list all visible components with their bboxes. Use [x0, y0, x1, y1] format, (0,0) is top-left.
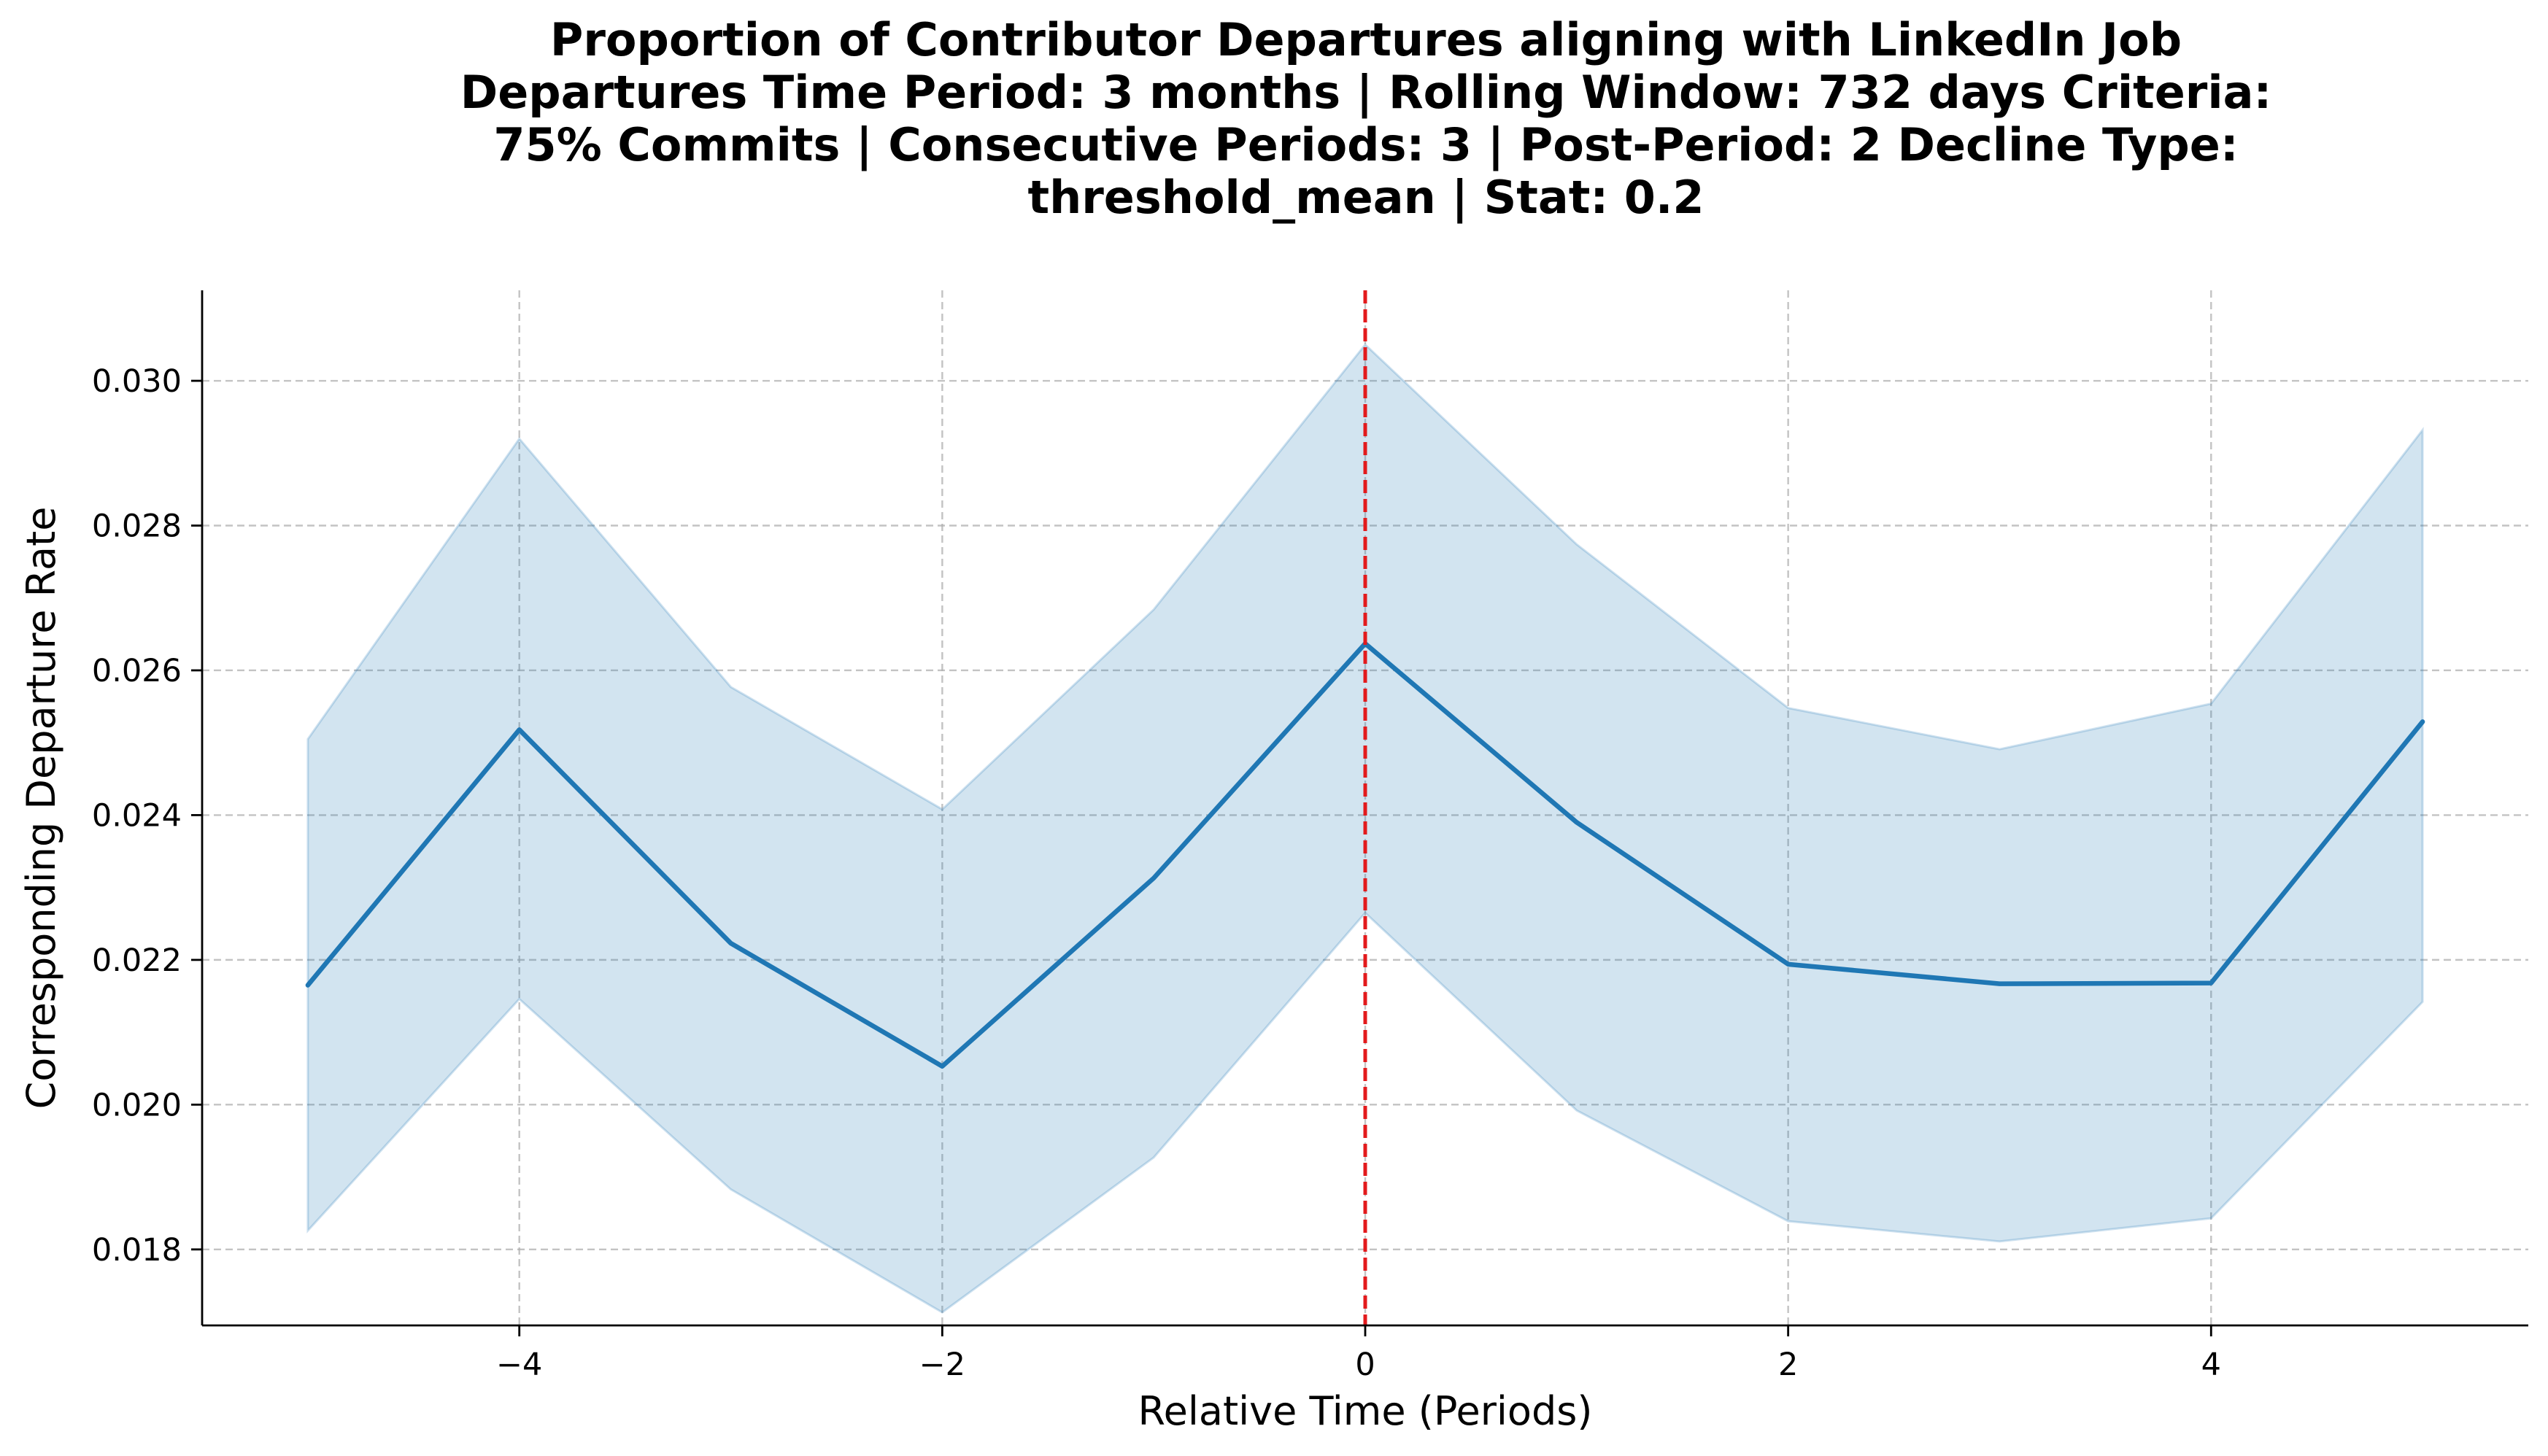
- x-tick-label: 4: [2201, 1347, 2221, 1383]
- y-axis-label: Corresponding Departure Rate: [18, 507, 64, 1110]
- title-line: 75% Commits | Consecutive Periods: 3 | P…: [493, 118, 2238, 172]
- x-tick-label: −2: [919, 1347, 965, 1383]
- y-tick-label: 0.022: [92, 942, 182, 979]
- x-tick-label: 2: [1778, 1347, 1798, 1383]
- title-line: Departures Time Period: 3 months | Rolli…: [460, 66, 2272, 120]
- x-tick-label: 0: [1355, 1347, 1375, 1383]
- y-tick-label: 0.026: [92, 653, 182, 689]
- x-tick-label: −4: [496, 1347, 542, 1383]
- y-tick-label: 0.028: [92, 508, 182, 545]
- title-line: threshold_mean | Stat: 0.2: [1027, 171, 1704, 225]
- title-line: Proportion of Contributor Departures ali…: [550, 13, 2182, 66]
- y-tick-label: 0.024: [92, 797, 182, 834]
- y-tick-label: 0.030: [92, 363, 182, 400]
- y-tick-label: 0.020: [92, 1087, 182, 1123]
- x-axis-label: Relative Time (Periods): [1138, 1388, 1593, 1434]
- chart-title: Proportion of Contributor Departures ali…: [460, 13, 2272, 225]
- tick-labels: −4 −2 0 2 4 0.018 0.020 0.022 0.024 0.026 0.028 0.0…: [92, 363, 2221, 1383]
- y-tick-label: 0.018: [92, 1232, 182, 1269]
